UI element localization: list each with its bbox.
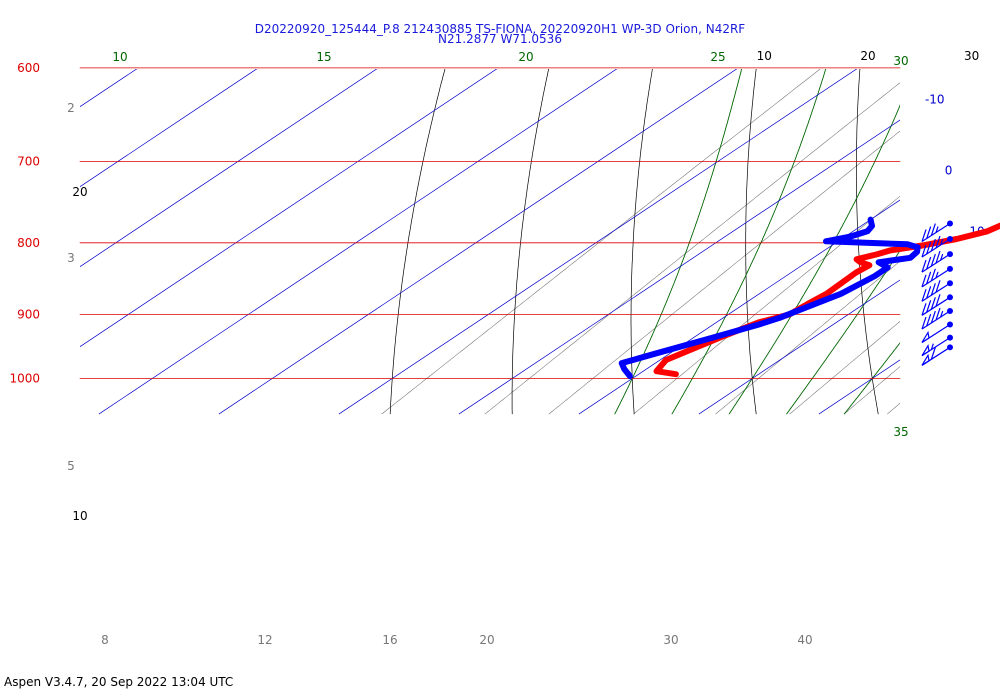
mixing-ratio-line — [789, 321, 900, 415]
moist-adiabat-line — [786, 249, 900, 415]
wind-barb — [921, 280, 953, 302]
dry-adiabat-line — [511, 69, 550, 415]
mixing-ratio-line — [715, 260, 900, 415]
mixing-ratio-line — [381, 69, 821, 415]
wind-barb — [921, 220, 953, 243]
isotherm-line — [98, 69, 618, 415]
moist-adiabat-label: 15 — [316, 50, 331, 64]
mixing-ratio-label: 20 — [479, 633, 494, 647]
isotherm-line — [80, 69, 498, 348]
moist-adiabat-label: 25 — [710, 50, 725, 64]
isobar-label: 700 — [17, 155, 40, 169]
isotherm-label: -10 — [925, 93, 945, 107]
mixing-ratio-label: 3 — [67, 251, 75, 265]
isotherm-line — [458, 119, 900, 415]
isotherm-line — [939, 26, 1000, 414]
isobar-label: 1000 — [9, 372, 40, 386]
mixing-ratio-label: 5 — [67, 459, 75, 473]
isotherm-line — [338, 69, 858, 415]
moist-adiabat-line — [843, 342, 900, 415]
plot-area — [80, 26, 1000, 415]
isobar-label: 600 — [17, 61, 40, 75]
isotherm-line — [698, 279, 900, 415]
mixing-ratio-label: 16 — [382, 633, 397, 647]
dry-adiabat-label: 30 — [964, 49, 979, 63]
wind-barb — [921, 294, 953, 316]
dry-adiabat-label: 20 — [860, 49, 875, 63]
dry-adiabat-line — [745, 69, 757, 415]
moist-adiabat-label: 30 — [893, 54, 908, 68]
wind-barb — [921, 344, 953, 366]
wind-barb — [921, 307, 953, 330]
isotherm-line — [218, 69, 738, 415]
moist-adiabat-label: 20 — [518, 50, 533, 64]
mixing-ratio-line — [633, 195, 900, 415]
mixing-ratio-label: 12 — [257, 633, 272, 647]
wind-barb — [921, 235, 953, 258]
mixing-ratio-label: 30 — [663, 633, 678, 647]
wind-barb — [921, 265, 953, 288]
mixing-ratio-line — [548, 130, 900, 415]
isotherm-label: 0 — [945, 163, 953, 177]
isobar-label: 800 — [17, 236, 40, 250]
dry-adiabat-label: 10 — [757, 49, 772, 63]
chart-title: D20220920_125444_P.8 212430885 TS-FIONA,… — [254, 22, 746, 36]
footer-text: Aspen V3.4.7, 20 Sep 2022 13:04 UTC — [4, 675, 234, 689]
isotherm-line — [80, 69, 258, 188]
dry-adiabat-line — [389, 69, 446, 415]
moist-adiabat-label: 10 — [112, 50, 127, 64]
wind-barb — [921, 321, 953, 343]
dry-adiabat-line — [630, 69, 653, 415]
isotherm-line — [80, 69, 138, 108]
dry-adiabat-label: 10 — [72, 509, 87, 523]
isotherm-line — [818, 359, 900, 415]
dewpoint-trace — [618, 216, 921, 380]
mixing-ratio-label: 8 — [101, 633, 109, 647]
dry-adiabat-label: 20 — [72, 185, 87, 199]
chart-subtitle: N21.2877 W71.0536 — [438, 32, 562, 46]
moist-adiabat-line — [614, 69, 743, 415]
mixing-ratio-label: 40 — [797, 633, 812, 647]
moist-adiabat-label: 35 — [893, 425, 908, 439]
wind-barb — [921, 334, 953, 357]
mixing-ratio-label: 2 — [67, 101, 75, 115]
isobar-label: 900 — [17, 307, 40, 321]
moist-adiabat-line — [671, 69, 827, 415]
mixing-ratio-line — [484, 82, 900, 415]
isotherm-line — [80, 69, 378, 268]
wind-barb — [921, 250, 953, 273]
